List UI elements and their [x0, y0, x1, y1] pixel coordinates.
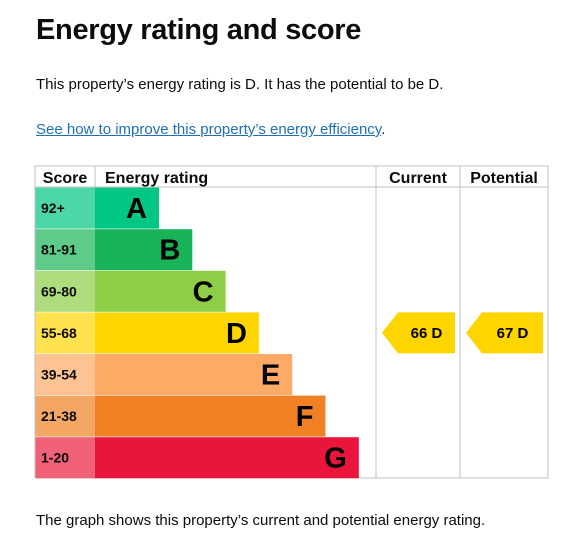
potential-rating-label: 67 D: [497, 325, 529, 342]
band-bar-g: [95, 437, 359, 479]
band-letter-d: D: [226, 318, 247, 350]
score-range-c: 69-80: [41, 283, 77, 299]
band-bar-b: [95, 229, 193, 271]
band-letter-f: F: [296, 401, 314, 433]
band-letter-b: B: [159, 235, 180, 267]
chart-arrows: 66 D 67 D: [382, 312, 543, 354]
score-range-a: 92+: [41, 200, 65, 216]
band-letter-e: E: [261, 360, 280, 392]
band-bar-a: [95, 187, 159, 229]
current-arrow: [382, 312, 455, 354]
band-letter-g: G: [324, 443, 347, 475]
improve-link-suffix: .: [381, 121, 386, 138]
score-range-e: 39-54: [41, 367, 77, 383]
band-bar-f: [95, 395, 326, 437]
header-score: Score: [43, 170, 88, 187]
band-letter-a: A: [126, 193, 147, 225]
current-rating-label: 66 D: [411, 325, 443, 342]
header-potential: Potential: [470, 170, 538, 187]
header-current: Current: [389, 170, 447, 187]
score-cell-b: [35, 229, 95, 271]
rating-summary: This property’s energy rating is D. It h…: [36, 76, 444, 93]
graph-description: The graph shows this property’s current …: [36, 512, 486, 529]
chart-bands: 92+ A 81-91 B 69-80 C 55-68 D 39-54 E 21-38 F 1-20 G: [35, 187, 359, 479]
score-cell-f: [35, 395, 95, 437]
band-bar-d: [95, 312, 259, 354]
header-energy-rating: Energy rating: [105, 170, 208, 187]
chart-headers: Score Energy rating Current Potential: [43, 170, 538, 187]
band-bar-e: [95, 354, 293, 395]
score-cell-g: [35, 437, 95, 479]
score-cell-e: [35, 354, 95, 395]
score-range-f: 21-38: [41, 408, 77, 424]
improve-efficiency-link[interactable]: See how to improve this property’s energ…: [36, 121, 382, 138]
improve-link-wrapper: See how to improve this property’s energ…: [36, 121, 385, 138]
potential-arrow: [466, 312, 543, 354]
score-cell-c: [35, 270, 95, 312]
score-range-b: 81-91: [41, 242, 77, 258]
band-letter-c: C: [193, 276, 214, 308]
score-cell-d: [35, 312, 95, 354]
score-range-d: 55-68: [41, 325, 77, 341]
band-bar-c: [95, 270, 226, 312]
score-cell-a: [35, 187, 95, 229]
score-range-g: 1-20: [41, 450, 69, 466]
page-title: Energy rating and score: [36, 14, 362, 46]
